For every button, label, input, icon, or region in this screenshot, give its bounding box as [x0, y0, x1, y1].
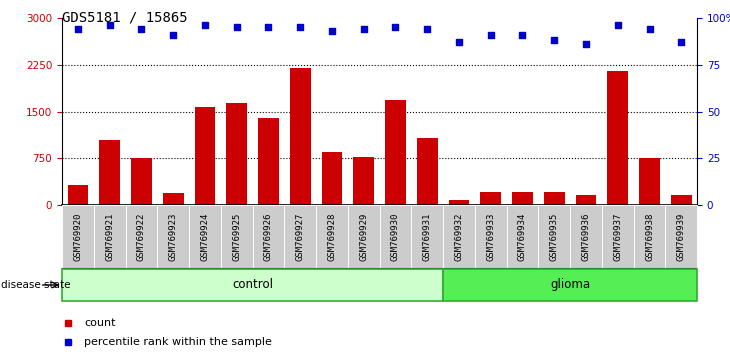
Point [136, 26, 147, 32]
Text: GSM769930: GSM769930 [391, 213, 400, 261]
Bar [412, 205, 443, 269]
Point [644, 26, 656, 32]
Text: GSM769927: GSM769927 [296, 213, 304, 261]
Text: GSM769929: GSM769929 [359, 213, 368, 261]
Bar [480, 192, 501, 205]
Point [167, 32, 179, 38]
Text: percentile rank within the sample: percentile rank within the sample [84, 337, 272, 347]
Text: GSM769937: GSM769937 [613, 213, 622, 261]
Bar [62, 269, 443, 301]
Bar [380, 205, 412, 269]
Bar [158, 205, 189, 269]
Bar [417, 138, 437, 205]
Point [548, 38, 560, 43]
Bar [634, 205, 666, 269]
Text: GSM769935: GSM769935 [550, 213, 558, 261]
Point [580, 41, 592, 47]
Bar [195, 107, 215, 205]
Point [390, 24, 402, 30]
Text: GSM769939: GSM769939 [677, 213, 685, 261]
Bar [253, 205, 285, 269]
Bar [602, 205, 634, 269]
Bar [449, 200, 469, 205]
Point [421, 26, 433, 32]
Text: GSM769925: GSM769925 [232, 213, 241, 261]
Point [72, 26, 84, 32]
Text: disease state: disease state [1, 280, 70, 290]
Bar [639, 158, 660, 205]
Text: GSM769938: GSM769938 [645, 213, 654, 261]
Point [358, 26, 369, 32]
Text: GSM769921: GSM769921 [105, 213, 114, 261]
Bar [475, 205, 507, 269]
Bar [126, 205, 158, 269]
Point [453, 39, 465, 45]
Point [199, 22, 211, 28]
Point [612, 22, 623, 28]
Bar [539, 205, 570, 269]
Point [326, 28, 338, 34]
Point [517, 32, 529, 38]
Bar [512, 192, 533, 205]
Bar [576, 195, 596, 205]
Bar [544, 192, 564, 205]
Point [263, 24, 274, 30]
Bar [163, 193, 183, 205]
Bar [290, 68, 310, 205]
Bar [348, 205, 380, 269]
Text: GSM769924: GSM769924 [201, 213, 210, 261]
Text: count: count [84, 318, 116, 328]
Bar [570, 205, 602, 269]
Bar [131, 158, 152, 205]
Text: GSM769932: GSM769932 [455, 213, 464, 261]
Text: control: control [232, 279, 273, 291]
Bar [353, 156, 374, 205]
Bar [507, 205, 539, 269]
Bar [221, 205, 253, 269]
Bar [443, 205, 475, 269]
Bar [258, 118, 279, 205]
Bar [189, 205, 221, 269]
Bar [99, 139, 120, 205]
Text: GSM769936: GSM769936 [582, 213, 591, 261]
Text: GSM769920: GSM769920 [74, 213, 82, 261]
Text: GSM769931: GSM769931 [423, 213, 431, 261]
Point [231, 24, 242, 30]
Bar [666, 205, 697, 269]
Text: GSM769922: GSM769922 [137, 213, 146, 261]
Bar [93, 205, 126, 269]
Bar [62, 205, 93, 269]
Text: GSM769926: GSM769926 [264, 213, 273, 261]
Bar [68, 185, 88, 205]
Point [675, 39, 687, 45]
Bar [607, 71, 628, 205]
Point [104, 22, 115, 28]
Text: glioma: glioma [550, 279, 590, 291]
Point [485, 32, 496, 38]
Bar [285, 205, 316, 269]
Bar [385, 100, 406, 205]
Text: GDS5181 / 15865: GDS5181 / 15865 [62, 11, 188, 25]
Bar [316, 205, 348, 269]
Bar [226, 103, 247, 205]
Text: GSM769928: GSM769928 [328, 213, 337, 261]
Text: GSM769923: GSM769923 [169, 213, 177, 261]
Point [294, 24, 306, 30]
Text: GSM769933: GSM769933 [486, 213, 495, 261]
Text: GSM769934: GSM769934 [518, 213, 527, 261]
Bar [671, 195, 691, 205]
Bar [443, 269, 697, 301]
Bar [322, 152, 342, 205]
